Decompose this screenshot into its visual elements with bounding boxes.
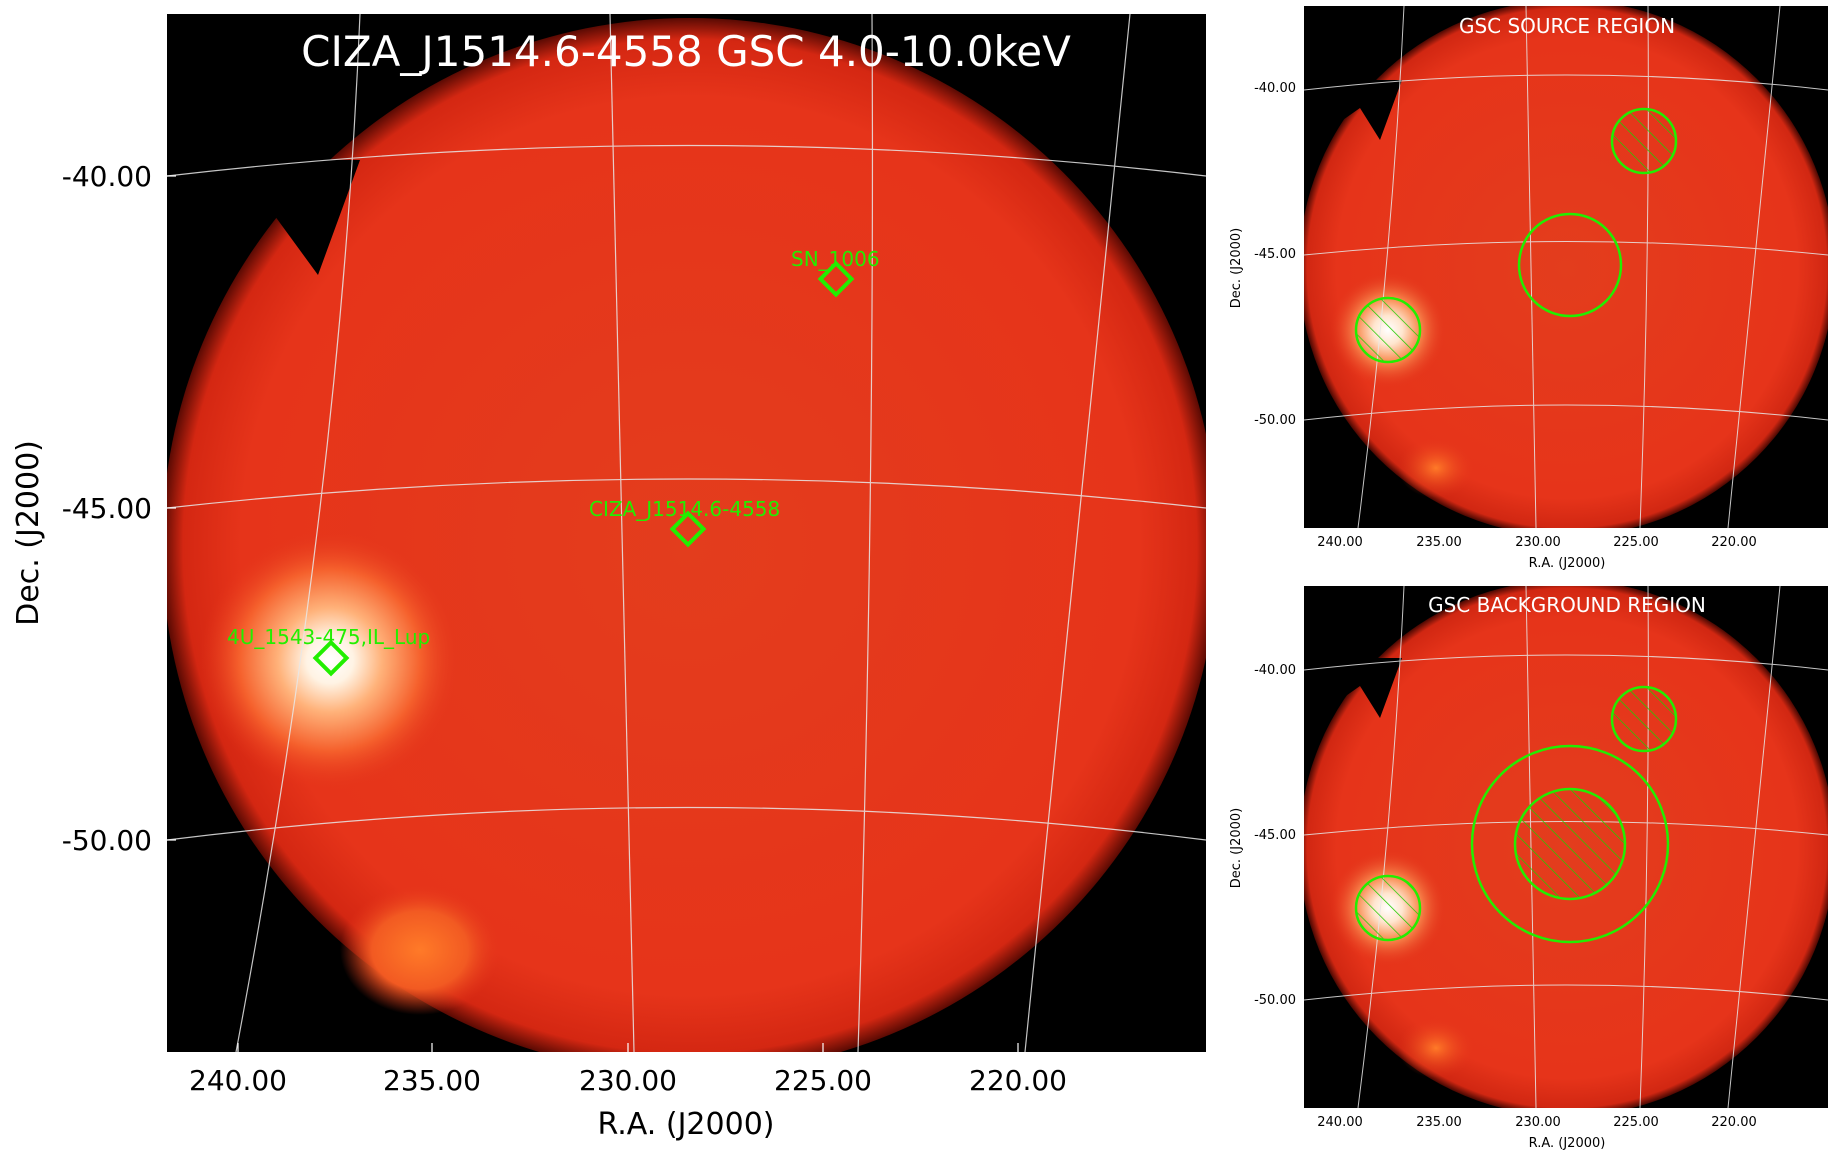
marker-4u1543 [312, 639, 350, 677]
main-ytick: -45.00 [62, 492, 152, 525]
field-notch [1304, 658, 1402, 726]
region-sn1006-excluded [1610, 107, 1678, 175]
main-ylabel: Dec. (J2000) [11, 440, 46, 626]
main-xtick: 230.00 [579, 1064, 677, 1097]
background-xtick: 225.00 [1613, 1115, 1659, 1130]
background-region-panel: GSC BACKGROUND REGION -40.00 -45.00 -50.… [1220, 578, 1832, 1156]
source-xtick: 235.00 [1416, 535, 1462, 550]
source-region-image: GSC SOURCE REGION -40.00 -45.00 -50.00 2… [1229, 6, 1828, 571]
main-xtick: 235.00 [383, 1064, 481, 1097]
source-xtick: 220.00 [1711, 535, 1757, 550]
background-ytick: -45.00 [1254, 828, 1296, 843]
source-ytick: -45.00 [1254, 247, 1296, 262]
region-bright-source-excluded [1354, 296, 1422, 364]
bright-source-glow [200, 530, 460, 790]
frame-ticks [167, 175, 1019, 1052]
main-panel: SN_1006 CIZA_J1514.6-4558 4U_1543-475,IL… [11, 14, 1206, 1142]
main-xlabel: R.A. (J2000) [598, 1107, 775, 1142]
main-ytick: -50.00 [62, 824, 152, 857]
main-xtick: 220.00 [969, 1064, 1067, 1097]
background-xtick: 235.00 [1416, 1115, 1462, 1130]
source-xtick: 225.00 [1613, 535, 1659, 550]
source-ylabel: Dec. (J2000) [1229, 228, 1244, 308]
region-bright-source-excluded [1354, 874, 1422, 942]
background-xtick: 230.00 [1515, 1115, 1561, 1130]
source-panel-title: GSC SOURCE REGION [1459, 14, 1675, 38]
background-panel-title: GSC BACKGROUND REGION [1428, 593, 1706, 617]
source-ytick: -40.00 [1254, 81, 1296, 96]
marker-sn1006 [817, 260, 855, 298]
detector-field [167, 18, 1206, 1052]
region-source-excluded [1513, 787, 1627, 901]
main-xtick: 225.00 [774, 1064, 872, 1097]
region-source [1517, 212, 1623, 318]
main-image: SN_1006 CIZA_J1514.6-4558 4U_1543-475,IL… [11, 14, 1206, 1142]
source-xtick: 240.00 [1317, 535, 1363, 550]
field-notch [1304, 80, 1402, 148]
detector-field [1304, 6, 1828, 528]
source-xlabel: R.A. (J2000) [1529, 556, 1606, 571]
background-xtick: 220.00 [1711, 1115, 1757, 1130]
label-sn1006: SN_1006 [791, 247, 880, 271]
label-ciza: CIZA_J1514.6-4558 [589, 497, 780, 521]
main-ytick: -40.00 [62, 160, 152, 193]
background-ylabel: Dec. (J2000) [1229, 808, 1244, 888]
label-4u1543: 4U_1543-475,IL_Lup [227, 625, 430, 649]
region-circles [1354, 107, 1678, 364]
main-title: CIZA_J1514.6-4558 GSC 4.0-10.0keV [301, 27, 1071, 76]
secondary-hotspot [340, 885, 500, 1015]
field-notch [167, 160, 360, 275]
background-ytick: -50.00 [1254, 993, 1296, 1008]
source-markers [312, 260, 855, 677]
background-region-image: GSC BACKGROUND REGION -40.00 -45.00 -50.… [1229, 586, 1828, 1151]
region-sn1006-excluded [1610, 685, 1678, 753]
secondary-hotspot [1398, 438, 1474, 498]
source-region-panel: GSC SOURCE REGION -40.00 -45.00 -50.00 2… [1220, 0, 1832, 575]
background-xtick: 240.00 [1317, 1115, 1363, 1130]
region-background-outer [1470, 744, 1670, 944]
background-ytick: -40.00 [1254, 663, 1296, 678]
secondary-hotspot [1398, 1018, 1474, 1078]
source-ytick: -50.00 [1254, 413, 1296, 428]
main-xtick: 240.00 [189, 1064, 287, 1097]
marker-ciza [669, 510, 707, 548]
coordinate-grid [1304, 6, 1828, 528]
background-xlabel: R.A. (J2000) [1529, 1136, 1606, 1151]
source-xtick: 230.00 [1515, 535, 1561, 550]
region-circles [1354, 685, 1678, 944]
